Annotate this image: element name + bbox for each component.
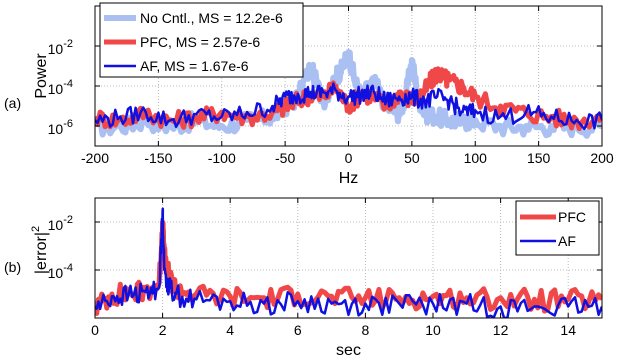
legend-entry: AF <box>558 233 576 249</box>
x-tick-label: 0 <box>91 322 99 338</box>
y-tick-exponent: -4 <box>63 78 73 90</box>
legend-entry: No Cntl., MS = 12.2e-6 <box>140 10 283 26</box>
x-tick-label: 200 <box>590 150 614 166</box>
x-tick-label: 10 <box>425 322 441 338</box>
chart-panel-a: -200 -150 -100 -50 0 50 100 150 20010-610-410-2H… <box>4 2 614 187</box>
y-tick-exponent: -4 <box>63 262 73 274</box>
x-tick-label: 4 <box>226 322 234 338</box>
x-tick-label: 14 <box>560 322 576 338</box>
y-tick-base: 10 <box>48 265 64 281</box>
y-axis-label: |error|2 <box>30 226 50 274</box>
y-tick-label: 10-4 <box>48 78 73 97</box>
y-tick-label: 10-2 <box>48 38 73 57</box>
x-tick-label: -200 <box>81 150 109 166</box>
x-tick-label: -50 <box>275 150 295 166</box>
series-group <box>95 207 602 318</box>
series-line-af <box>95 207 602 318</box>
x-tick-label: 12 <box>493 322 509 338</box>
y-tick-exponent: -6 <box>63 118 73 130</box>
legend-entry: PFC, MS = 2.57e-6 <box>140 34 260 50</box>
y-tick-label: 10-6 <box>48 118 73 137</box>
legend: No Cntl., MS = 12.2e-6 PFC, MS = 2.57e-6 A… <box>99 2 304 78</box>
x-tick-label: 100 <box>464 150 488 166</box>
panel-label: (b) <box>4 259 21 275</box>
x-axis-label: sec <box>336 342 361 359</box>
x-tick-label: 150 <box>527 150 551 166</box>
series-line-af <box>95 82 602 131</box>
y-tick-label: 10-4 <box>48 262 73 281</box>
y-axis-label-base: |error| <box>33 232 50 274</box>
x-tick-label: 6 <box>294 322 302 338</box>
x-tick-label: 8 <box>362 322 370 338</box>
x-tick-label: -100 <box>208 150 236 166</box>
x-axis-label: Hz <box>339 170 359 187</box>
y-axis-label-exponent: 2 <box>30 226 42 232</box>
y-tick-base: 10 <box>48 217 64 233</box>
y-tick-exponent: -2 <box>63 38 73 50</box>
legend-entry: PFC <box>558 209 586 225</box>
legend: PFC AF <box>515 200 600 256</box>
y-tick-base: 10 <box>48 81 64 97</box>
legend-box <box>515 200 600 256</box>
panel-label: (a) <box>4 95 21 111</box>
x-tick-label: 0 <box>345 150 353 166</box>
x-tick-label: -150 <box>144 150 172 166</box>
series-group <box>95 49 602 139</box>
y-tick-base: 10 <box>48 41 64 57</box>
y-tick-label: 10-2 <box>48 214 73 233</box>
series-line-pfc <box>95 66 602 132</box>
x-tick-label: 2 <box>159 322 167 338</box>
y-tick-base: 10 <box>48 121 64 137</box>
axes-box <box>94 197 603 319</box>
y-axis-label: Power <box>33 53 50 99</box>
legend-entry: AF, MS = 1.67e-6 <box>140 58 249 74</box>
y-tick-exponent: -2 <box>63 214 73 226</box>
x-tick-label: 50 <box>404 150 420 166</box>
